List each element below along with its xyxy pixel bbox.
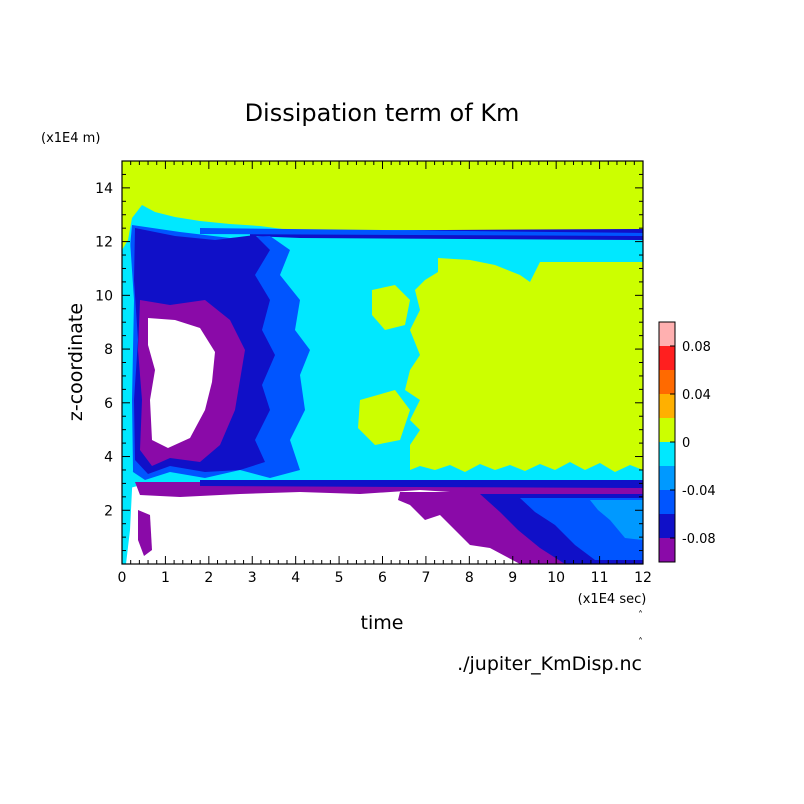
colorbar-tick-label: -0.08 bbox=[682, 532, 716, 547]
colorbar: 0.08 0.04 0 -0.04 -0.08 bbox=[658, 321, 716, 563]
x-tick-label: 10 bbox=[547, 570, 565, 586]
colorbar-segment bbox=[659, 394, 675, 418]
colorbar-segment bbox=[659, 322, 675, 346]
colorbar-tick-label: -0.04 bbox=[682, 484, 716, 499]
colorbar-segment bbox=[659, 514, 675, 538]
contour-lower-darkblue bbox=[200, 480, 643, 488]
colorbar-segment bbox=[659, 466, 675, 490]
colorbar-tick-label: 0 bbox=[682, 436, 690, 451]
colorbar-segment bbox=[659, 442, 675, 466]
colorbar-segment bbox=[659, 538, 675, 562]
source-filename: ./jupiter_KmDisp.nc bbox=[457, 653, 642, 675]
contour-positive-region bbox=[405, 258, 643, 472]
y-axis-label: z-coordinate bbox=[65, 303, 87, 421]
x-tick-label: 3 bbox=[248, 570, 257, 586]
x-tick-label: 11 bbox=[591, 570, 609, 586]
x-tick-label: 7 bbox=[421, 570, 430, 586]
x-axis: 0 1 2 3 4 5 6 7 8 9 10 11 12 bbox=[118, 161, 652, 586]
colorbar-segment bbox=[659, 490, 675, 514]
contour-initial-purple bbox=[138, 510, 152, 556]
x-tick-label: 12 bbox=[634, 570, 652, 586]
colorbar-segment bbox=[659, 418, 675, 442]
x-tick-label: 8 bbox=[465, 570, 474, 586]
x-tick-label: 0 bbox=[118, 570, 127, 586]
marker-dot: ˄ bbox=[638, 609, 643, 621]
marker-dot: ˄ bbox=[638, 636, 643, 648]
x-axis-label: time bbox=[361, 612, 404, 634]
chart-title: Dissipation term of Km bbox=[245, 99, 520, 127]
contour-field bbox=[122, 161, 643, 564]
y-tick-label: 14 bbox=[95, 181, 113, 197]
y-unit-label: (x1E4 m) bbox=[41, 131, 100, 146]
colorbar-tick-label: 0.08 bbox=[682, 340, 711, 355]
y-axis: 2 4 6 8 10 12 14 bbox=[95, 160, 643, 565]
contour-upper-layer bbox=[122, 161, 643, 250]
contour-positive-patch bbox=[372, 285, 410, 330]
x-tick-label: 9 bbox=[508, 570, 517, 586]
x-unit-label: (x1E4 sec) bbox=[578, 592, 647, 607]
contour-positive-patch bbox=[358, 390, 410, 445]
colorbar-segment bbox=[659, 346, 675, 370]
y-tick-label: 6 bbox=[104, 396, 113, 412]
x-tick-label: 5 bbox=[335, 570, 344, 586]
y-tick-label: 8 bbox=[104, 342, 113, 358]
y-tick-label: 12 bbox=[95, 235, 113, 251]
y-tick-label: 4 bbox=[104, 450, 113, 466]
colorbar-tick-label: 0.04 bbox=[682, 388, 711, 403]
y-tick-label: 10 bbox=[95, 288, 113, 304]
x-tick-label: 2 bbox=[204, 570, 213, 586]
contour-lower-spread-midblue bbox=[590, 500, 643, 540]
y-tick-label: 2 bbox=[104, 503, 113, 519]
x-tick-label: 6 bbox=[378, 570, 387, 586]
x-tick-label: 1 bbox=[161, 570, 170, 586]
contour-white-core bbox=[148, 318, 215, 448]
contour-inversion-band-mid bbox=[200, 228, 643, 236]
colorbar-segment bbox=[659, 370, 675, 394]
x-tick-label: 4 bbox=[291, 570, 300, 586]
